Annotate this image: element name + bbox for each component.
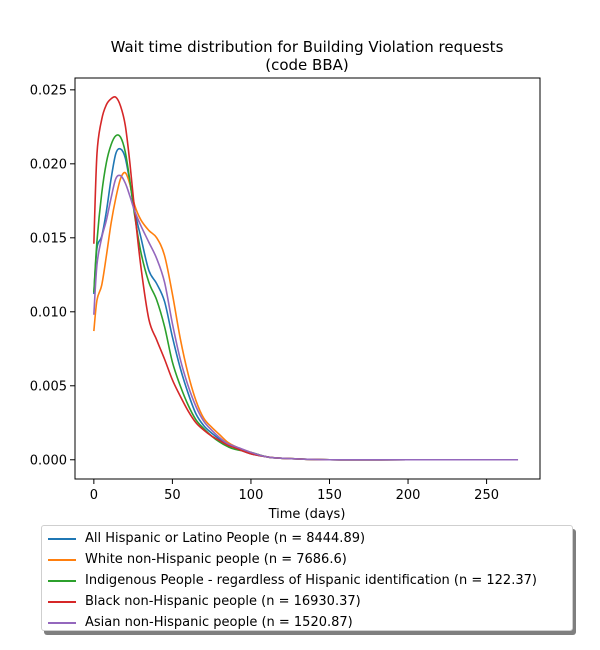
y-tick-label: 0.020: [30, 157, 67, 172]
legend: All Hispanic or Latino People (n = 8444.…: [41, 525, 573, 631]
legend-swatch: [48, 600, 76, 603]
plot-frame: [74, 77, 541, 480]
plot-lines: [93, 95, 519, 461]
x-tick-label: 50: [164, 488, 181, 503]
y-tick-label: 0.010: [30, 305, 67, 320]
legend-label: Indigenous People - regardless of Hispan…: [85, 573, 537, 588]
legend-swatch: [48, 537, 76, 540]
y-tick-label: 0.025: [30, 83, 67, 98]
legend-item: Black non-Hispanic people (n = 16930.37): [42, 591, 572, 612]
series-line-5: [93, 174, 519, 461]
legend-swatch: [48, 621, 76, 624]
chart: Wait time distribution for Building Viol…: [30, 38, 541, 520]
legend-swatch: [48, 558, 76, 561]
y-tick-label: 0.005: [30, 379, 67, 394]
x-axis-label: Time (days): [268, 507, 346, 520]
legend-label: All Hispanic or Latino People (n = 8444.…: [85, 531, 366, 546]
legend-label: White non-Hispanic people (n = 7686.6): [85, 552, 347, 567]
legend-label: Asian non-Hispanic people (n = 1520.87): [85, 615, 353, 630]
x-tick-label: 150: [317, 488, 342, 503]
x-tick-label: 200: [396, 488, 421, 503]
x-tick-label: 250: [474, 488, 499, 503]
series-line-3: [93, 134, 519, 461]
y-tick-label: 0.000: [30, 453, 67, 468]
series-line-2: [93, 171, 519, 461]
x-axis: 0 50 100 150 200 250: [90, 479, 499, 503]
x-tick-label: 0: [90, 488, 98, 503]
legend-item: Indigenous People - regardless of Hispan…: [42, 570, 572, 591]
legend-label: Black non-Hispanic people (n = 16930.37): [85, 594, 361, 609]
series-line-4: [93, 95, 519, 461]
legend-item: White non-Hispanic people (n = 7686.6): [42, 549, 572, 570]
chart-title-line-2: (code BBA): [265, 56, 349, 74]
y-axis: 0.000 0.005 0.010 0.015 0.020 0.025: [30, 83, 75, 468]
legend-item: Asian non-Hispanic people (n = 1520.87): [42, 612, 572, 633]
legend-item: All Hispanic or Latino People (n = 8444.…: [42, 528, 572, 549]
legend-swatch: [48, 579, 76, 582]
x-tick-label: 100: [239, 488, 264, 503]
chart-title-line-1: Wait time distribution for Building Viol…: [111, 38, 504, 56]
y-tick-label: 0.015: [30, 231, 67, 246]
